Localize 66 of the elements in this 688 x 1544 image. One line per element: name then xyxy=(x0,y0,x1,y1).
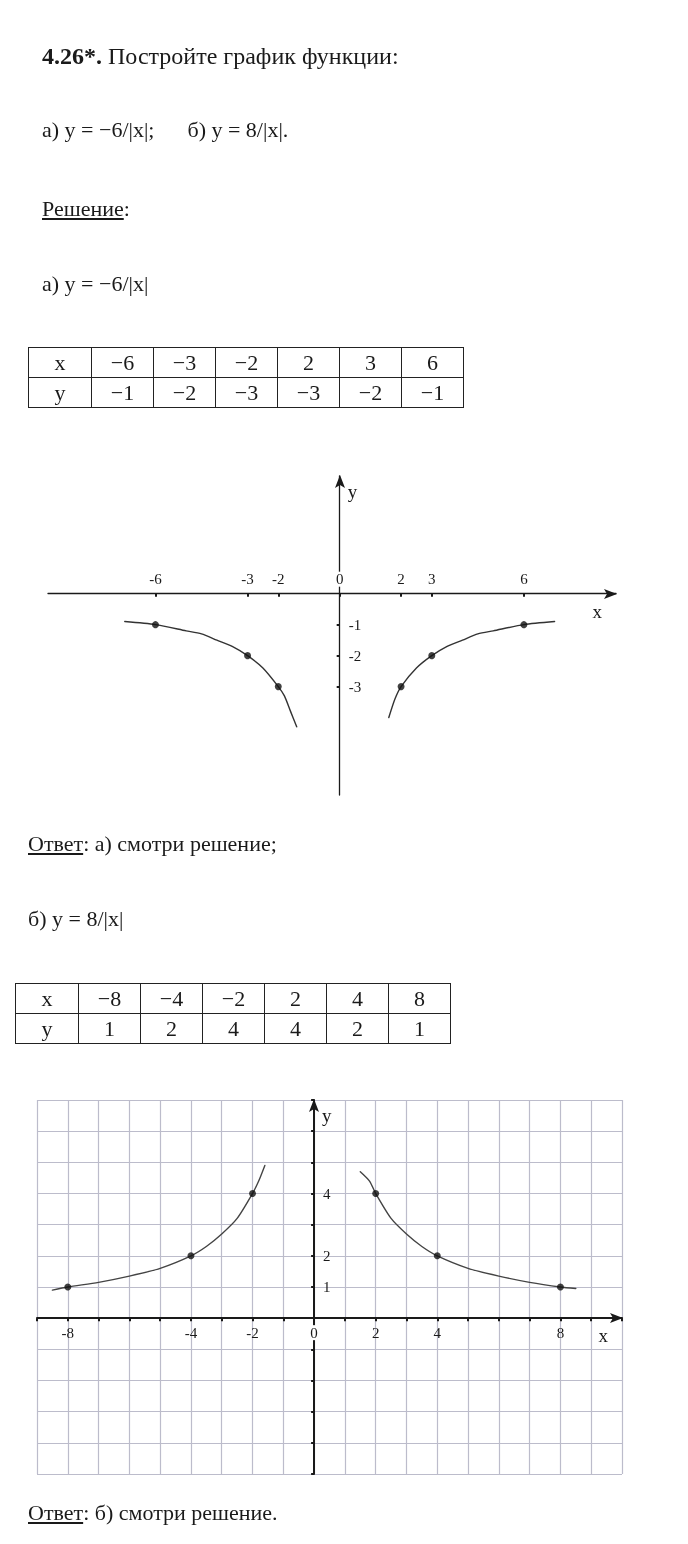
category-label: −3 xyxy=(215,377,278,408)
text: y xyxy=(28,377,92,408)
data-label: −2 xyxy=(339,377,402,408)
point xyxy=(187,1252,195,1260)
point xyxy=(433,1252,441,1260)
x-tick-label: -6 xyxy=(149,571,163,588)
text: а) y = −6/|x| xyxy=(42,271,149,297)
point xyxy=(397,683,405,691)
category-label: −2 xyxy=(202,983,265,1014)
y-tick-label: 2 xyxy=(323,1247,331,1264)
x-tick-label: -8 xyxy=(61,1324,75,1341)
point xyxy=(428,652,436,660)
data-label: −3 xyxy=(277,377,340,408)
x-tick-label: 8 xyxy=(556,1324,565,1341)
x-tick-label: 0 xyxy=(335,571,344,588)
x-axis-title: x xyxy=(598,1325,609,1347)
text: x xyxy=(28,347,92,378)
x-tick-label: 0 xyxy=(310,1324,318,1341)
x-tick-label: 3 xyxy=(428,571,436,588)
data-label: 4 xyxy=(202,1013,265,1044)
x-tick-label: 2 xyxy=(371,1324,380,1341)
text: 4.26*. Постройте график функции: xyxy=(42,42,399,70)
y-tick-label: 4 xyxy=(323,1185,332,1202)
y-tick-label: -3 xyxy=(348,678,362,695)
category-label: 8 xyxy=(388,983,451,1014)
y-tick-label: -1 xyxy=(348,616,362,633)
point xyxy=(244,652,252,660)
x-tick-label: -2 xyxy=(272,571,285,588)
y-tick-label: -2 xyxy=(348,647,362,664)
category-label: −2 xyxy=(153,377,216,408)
text: Решение: xyxy=(42,196,130,222)
point xyxy=(556,1283,564,1291)
data-label: 1 xyxy=(78,1013,141,1044)
text: Ответ: а) смотри решение; xyxy=(28,831,277,857)
text: б) y = 8/|x| xyxy=(28,905,124,933)
x-tick-label: 6 xyxy=(520,571,529,588)
x-tick-label: 2 xyxy=(397,571,405,588)
category-label: −8 xyxy=(78,983,141,1014)
data-label: 1 xyxy=(388,1013,451,1044)
point xyxy=(274,683,282,691)
data-label: −1 xyxy=(401,377,464,408)
x-tick-label: 4 xyxy=(433,1324,442,1341)
point xyxy=(151,621,159,629)
point xyxy=(64,1283,72,1291)
text: y xyxy=(15,1013,79,1044)
y-axis-title: y xyxy=(322,1105,333,1126)
data-label: −2 xyxy=(215,347,278,378)
x-tick-label: -4 xyxy=(184,1324,198,1341)
category-label: 6 xyxy=(401,347,464,378)
point xyxy=(520,621,528,629)
point xyxy=(249,1190,257,1197)
category-label: −4 xyxy=(140,983,203,1014)
y-tick-label: 1 xyxy=(323,1279,331,1295)
data-label: −1 xyxy=(91,377,154,408)
data-label: −3 xyxy=(153,347,216,378)
category-label: −6 xyxy=(91,347,154,378)
x-axis-title: x xyxy=(592,600,603,622)
data-label: 2 xyxy=(140,1013,203,1044)
text: а) y = −6/|x|; б) y = 8/|x|. xyxy=(42,117,289,143)
category-label: 3 xyxy=(339,347,402,378)
y-axis-title: y xyxy=(347,481,358,502)
x-tick-label: -2 xyxy=(246,1324,259,1341)
point xyxy=(372,1190,380,1197)
text: x xyxy=(15,983,79,1014)
x-tick-label: -3 xyxy=(241,571,254,588)
text: Ответ: б) смотри решение. xyxy=(28,1500,278,1526)
